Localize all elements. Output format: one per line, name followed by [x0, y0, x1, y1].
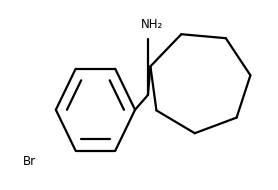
- Text: Br: Br: [23, 154, 36, 168]
- Text: NH₂: NH₂: [141, 18, 163, 31]
